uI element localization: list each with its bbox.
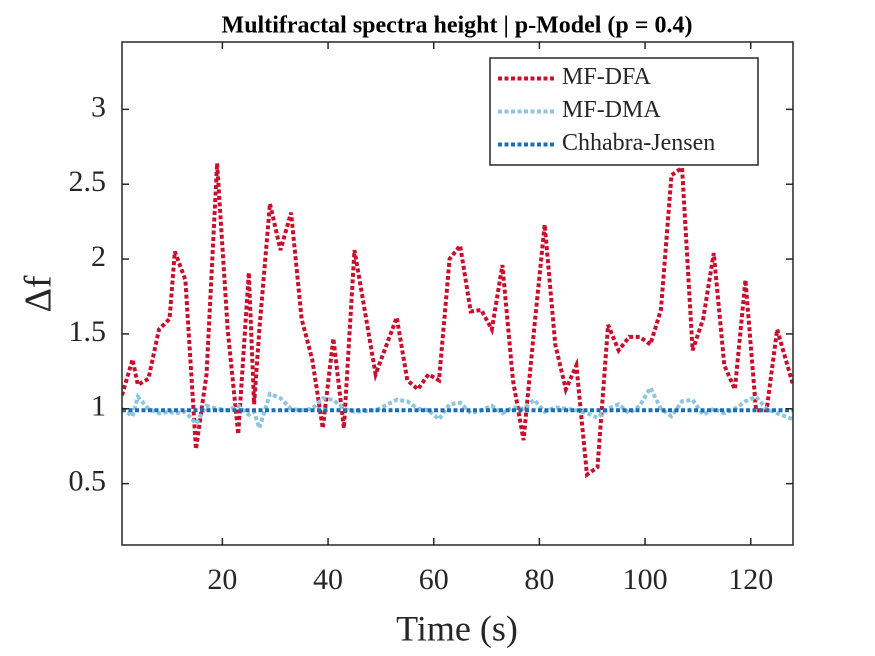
- legend-label: MF-DMA: [562, 97, 661, 123]
- y-tick-label: 1.5: [69, 315, 107, 348]
- y-tick-label: 2.5: [69, 165, 107, 198]
- y-tick-label: 3: [91, 90, 106, 123]
- plot-area: [122, 163, 793, 479]
- axes: 20 40 60 80 100 120 0.5 1 1.5 2 2.5 3: [69, 41, 794, 596]
- data-line: [122, 163, 793, 479]
- y-tick-label: 1: [91, 390, 106, 423]
- y-tick-label: 0.5: [69, 465, 107, 498]
- x-tick-label: 100: [623, 563, 668, 596]
- x-axis-label: Time (s): [396, 608, 518, 648]
- x-tick-label: 120: [728, 563, 773, 596]
- x-tick-label: 20: [207, 563, 237, 596]
- y-tick-label: 2: [91, 240, 106, 273]
- axes-box: [121, 41, 794, 546]
- x-tick-label: 40: [313, 563, 343, 596]
- legend-box: [489, 57, 759, 166]
- legend-label: MF-DFA: [562, 64, 652, 90]
- legend: MF-DFA MF-DMA Chhabra-Jensen: [489, 57, 759, 166]
- data-line: [122, 383, 793, 435]
- x-tick-label: 60: [419, 563, 449, 596]
- y-axis-label: Δf: [18, 275, 60, 312]
- x-tick-label: 80: [524, 563, 554, 596]
- chart-title: Multifractal spectra height | p-Model (p…: [222, 13, 693, 39]
- legend-label: Chhabra-Jensen: [562, 130, 715, 156]
